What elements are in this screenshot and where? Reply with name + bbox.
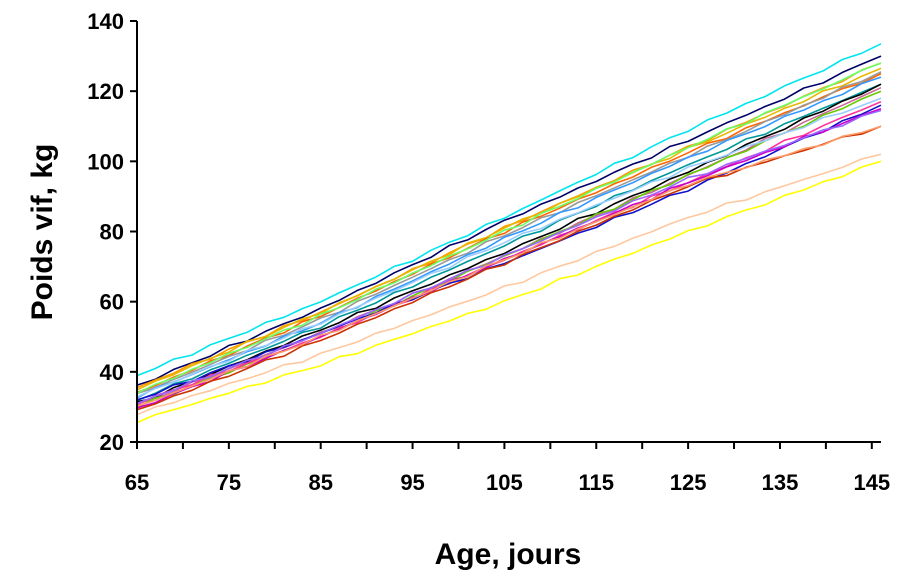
x-tick-label: 135 <box>762 470 799 495</box>
series-line <box>136 104 882 401</box>
ticks-layer: 20 40 60 80 100 120 140 65 75 85 95 105 115 125 135 145 <box>87 9 890 495</box>
y-tick-label: 20 <box>100 430 124 455</box>
series-line <box>136 125 882 407</box>
y-tick-label: 100 <box>87 149 124 174</box>
x-tick-label: 65 <box>125 470 149 495</box>
series-line <box>136 109 882 405</box>
series-line <box>136 153 882 416</box>
series-line <box>136 72 882 394</box>
y-tick-label: 120 <box>87 79 124 104</box>
series-line <box>136 97 882 398</box>
series-line <box>136 125 882 411</box>
x-tick-label: 115 <box>579 470 615 495</box>
y-tick-label: 80 <box>100 220 124 245</box>
x-axis-title: Age, jours <box>435 538 582 571</box>
series-line <box>136 67 882 391</box>
series-line <box>136 160 882 424</box>
x-tick-label: 145 <box>853 470 890 495</box>
x-tick-label: 95 <box>400 470 424 495</box>
x-tick-label: 105 <box>486 470 523 495</box>
y-axis-title: Poids vif, kg <box>26 144 59 321</box>
x-tick-label: 125 <box>670 470 707 495</box>
series-line <box>136 62 882 394</box>
series-layer <box>136 43 882 424</box>
y-tick-label: 60 <box>100 290 124 315</box>
x-tick-label: 75 <box>217 470 241 495</box>
series-line <box>136 55 882 386</box>
series-line <box>136 71 882 395</box>
series-line <box>136 107 882 409</box>
series-line <box>136 83 882 402</box>
x-tick-label: 85 <box>308 470 332 495</box>
series-line <box>136 83 882 403</box>
y-tick-label: 140 <box>87 9 124 34</box>
y-tick-label: 40 <box>100 360 124 385</box>
series-line <box>136 43 882 377</box>
